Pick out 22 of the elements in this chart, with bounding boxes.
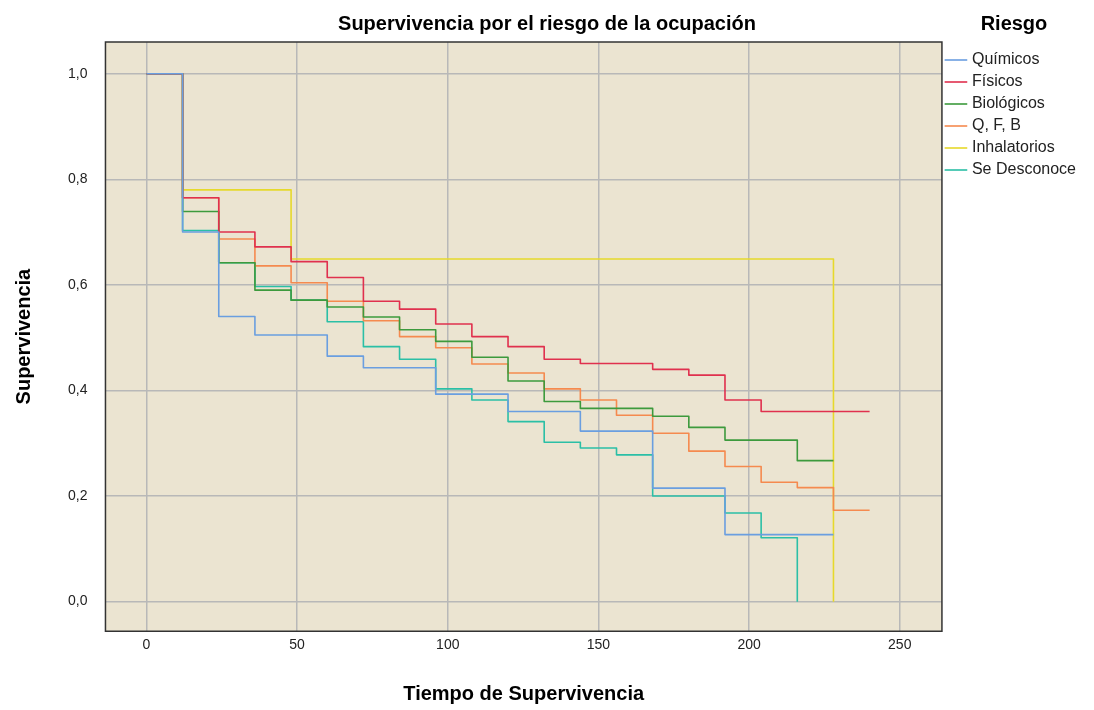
x-tick-label: 150: [586, 636, 611, 653]
y-tick-label: 0,6: [67, 275, 88, 292]
legend-label: Se Desconoce: [971, 160, 1077, 178]
y-axis-title: Supervivencia: [11, 267, 34, 405]
legend-label: Inhalatorios: [971, 138, 1055, 156]
y-tick-label: 0,0: [67, 592, 88, 609]
y-tick-label: 0,8: [67, 170, 88, 187]
legend-label: Biológicos: [971, 94, 1045, 112]
y-tick-label: 1,0: [67, 64, 88, 81]
legend-title: Riesgo: [980, 11, 1048, 34]
y-tick-label: 0,2: [67, 486, 88, 503]
legend-label: Físicos: [971, 72, 1023, 90]
y-tick-label: 0,4: [67, 381, 88, 398]
x-tick-label: 250: [888, 636, 912, 653]
x-axis-title: Tiempo de Supervivencia: [403, 681, 645, 704]
x-tick-label: 100: [436, 636, 460, 653]
x-tick-label: 200: [737, 636, 761, 653]
legend-label: Q, F, B: [971, 116, 1021, 134]
x-tick-label: 0: [142, 636, 151, 653]
x-tick-label: 50: [289, 636, 306, 653]
chart-title: Supervivencia por el riesgo de la ocupación: [338, 11, 756, 34]
legend-label: Químicos: [971, 50, 1040, 68]
